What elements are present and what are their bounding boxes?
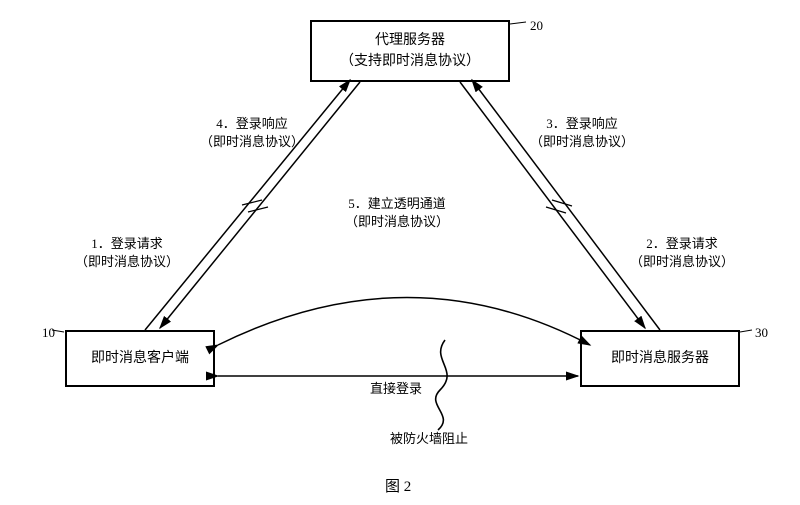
proxy-server-node: 代理服务器 （支持即时消息协议） [310, 20, 510, 82]
proxy-subtitle: （支持即时消息协议） [340, 54, 480, 69]
edge5-label: 5．建立透明通道 （即时消息协议） [345, 195, 449, 231]
server-title: 即时消息服务器 [611, 351, 709, 366]
client-title: 即时消息客户端 [91, 351, 189, 366]
proxy-title: 代理服务器 [375, 33, 445, 48]
edge3-label: 3．登录响应 （即时消息协议） [530, 115, 634, 151]
edge1-label: 1．登录请求 （即时消息协议） [75, 235, 179, 271]
server-ref: 30 [755, 325, 768, 341]
firewall-label: 被防火墙阻止 [390, 430, 468, 448]
direct-label: 直接登录 [370, 380, 422, 398]
client-ref: 10 [42, 325, 55, 341]
server-node: 即时消息服务器 [580, 330, 740, 387]
client-node: 即时消息客户端 [65, 330, 215, 387]
edge4-label: 4．登录响应 （即时消息协议） [200, 115, 304, 151]
figure-caption: 图 2 [385, 475, 411, 496]
edge2-label: 2．登录请求 （即时消息协议） [630, 235, 734, 271]
proxy-ref: 20 [530, 18, 543, 34]
